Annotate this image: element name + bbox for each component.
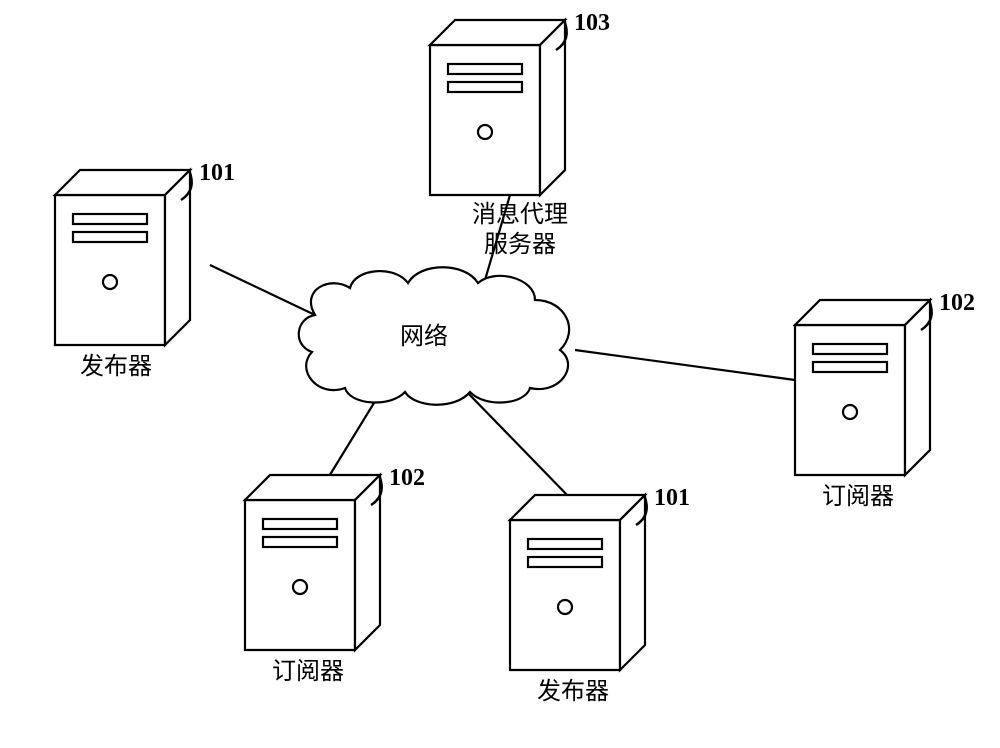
label-id-top: 103 [574, 8, 610, 38]
caption-top: 消息代理 服务器 [460, 200, 580, 260]
server-right [795, 300, 930, 475]
diagram-stage: 网络 103 101 102 102 101 消息代理 服务器 发布器 订阅器 … [0, 0, 1000, 748]
cloud-label: 网络 [400, 322, 448, 352]
server-bottom-left [245, 475, 380, 650]
caption-left: 发布器 [80, 352, 152, 382]
server-top [430, 20, 565, 195]
label-id-right: 102 [939, 288, 975, 318]
caption-right: 订阅器 [822, 482, 894, 512]
label-id-bottom-left: 102 [389, 463, 425, 493]
label-id-bottom-right: 101 [654, 483, 690, 513]
caption-bottom-right: 发布器 [537, 677, 609, 707]
server-bottom-right [510, 495, 645, 670]
label-id-left: 101 [199, 158, 235, 188]
caption-bottom-left: 订阅器 [272, 657, 344, 687]
server-left [55, 170, 190, 345]
